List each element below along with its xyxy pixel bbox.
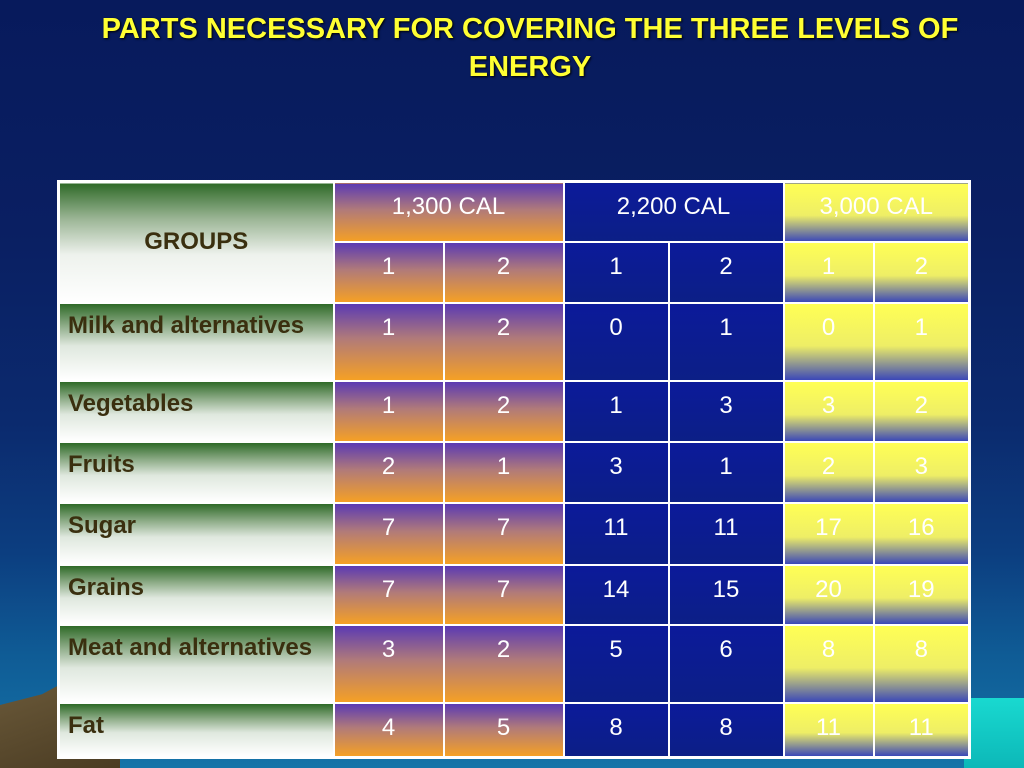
group-label: Grains	[57, 563, 335, 626]
group-label: Meat and alternatives	[57, 623, 335, 704]
table-cell: 1	[332, 301, 445, 382]
table-cell: 8	[562, 701, 670, 759]
table-cell: 16	[872, 501, 971, 566]
sub-header: 1	[782, 240, 875, 304]
sub-header: 1	[332, 240, 445, 304]
table-cell: 11	[872, 701, 971, 759]
sub-header: 2	[667, 240, 785, 304]
page-title: PARTS NECESSARY FOR COVERING THE THREE L…	[101, 13, 959, 83]
table-cell: 19	[872, 563, 971, 626]
table-cell: 1	[332, 379, 445, 443]
table-cell: 4	[332, 701, 445, 759]
table-cell: 1	[562, 379, 670, 443]
table-cell: 2	[442, 379, 565, 443]
level-header-1300: 1,300 CAL	[332, 180, 565, 243]
table-cell: 14	[562, 563, 670, 626]
table-header-row: GROUPS 1,300 CAL 2,200 CAL 3,000 CAL	[57, 180, 971, 304]
sea-decoration	[964, 698, 1024, 768]
table-cell: 7	[332, 563, 445, 626]
groups-header: GROUPS	[57, 180, 335, 304]
level-header-3000: 3,000 CAL	[782, 180, 971, 243]
sub-header: 2	[872, 240, 971, 304]
table-cell: 17	[782, 501, 875, 566]
table-cell: 6	[667, 623, 785, 704]
table-row: Grains 7 7 14 15 20 19	[57, 563, 971, 626]
table-cell: 20	[782, 563, 875, 626]
table-cell: 8	[667, 701, 785, 759]
table-cell: 1	[667, 301, 785, 382]
table-cell: 8	[872, 623, 971, 704]
table-cell: 11	[782, 701, 875, 759]
group-label: Vegetables	[57, 379, 335, 443]
table-cell: 5	[442, 701, 565, 759]
table-cell: 11	[667, 501, 785, 566]
table-cell: 2	[442, 623, 565, 704]
level-header-2200: 2,200 CAL	[562, 180, 785, 243]
group-label: Fat	[57, 701, 335, 759]
table-cell: 15	[667, 563, 785, 626]
sub-header: 1	[562, 240, 670, 304]
sub-header: 2	[442, 240, 565, 304]
table-cell: 7	[442, 563, 565, 626]
table-cell: 1	[442, 440, 565, 504]
table-cell: 11	[562, 501, 670, 566]
table-cell: 0	[562, 301, 670, 382]
table-cell: 0	[782, 301, 875, 382]
table-row: Fruits 2 1 3 1 2 3	[57, 440, 971, 504]
table-cell: 1	[667, 440, 785, 504]
table-cell: 3	[667, 379, 785, 443]
table-cell: 2	[442, 301, 565, 382]
table-cell: 8	[782, 623, 875, 704]
table-row: Fat 4 5 8 8 11 11	[57, 701, 971, 759]
group-label: Sugar	[57, 501, 335, 566]
table-row: Meat and alternatives 3 2 5 6 8 8	[57, 623, 971, 704]
table-cell: 2	[872, 379, 971, 443]
table-row: Sugar 7 7 11 11 17 16	[57, 501, 971, 566]
table-row: Vegetables 1 2 1 3 3 2	[57, 379, 971, 443]
group-label: Milk and alternatives	[57, 301, 335, 382]
table-cell: 5	[562, 623, 670, 704]
table-cell: 2	[332, 440, 445, 504]
table-cell: 7	[332, 501, 445, 566]
table-cell: 3	[562, 440, 670, 504]
energy-table: GROUPS 1,300 CAL 2,200 CAL 3,000 CAL 1 2…	[57, 180, 971, 759]
sub-header-row: 1 2 1 2 1 2	[59, 240, 971, 304]
table-cell: 7	[442, 501, 565, 566]
group-label: Fruits	[57, 440, 335, 504]
table-cell: 3	[872, 440, 971, 504]
table-cell: 1	[872, 301, 971, 382]
table-cell: 2	[782, 440, 875, 504]
table-cell: 3	[332, 623, 445, 704]
table-cell: 3	[782, 379, 875, 443]
table-row: Milk and alternatives 1 2 0 1 0 1	[57, 301, 971, 382]
